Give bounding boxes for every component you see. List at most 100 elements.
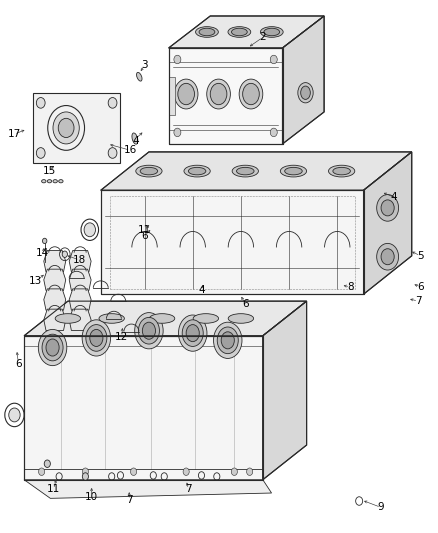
- Circle shape: [82, 473, 88, 480]
- Ellipse shape: [285, 167, 302, 175]
- Ellipse shape: [237, 167, 254, 175]
- Ellipse shape: [38, 329, 67, 366]
- Ellipse shape: [199, 28, 215, 36]
- Ellipse shape: [82, 320, 110, 356]
- Ellipse shape: [217, 327, 238, 354]
- Ellipse shape: [138, 317, 159, 344]
- Text: 6: 6: [417, 282, 424, 292]
- Circle shape: [36, 148, 45, 158]
- Ellipse shape: [132, 133, 138, 144]
- Ellipse shape: [99, 313, 124, 323]
- Ellipse shape: [53, 180, 57, 183]
- Ellipse shape: [260, 27, 283, 37]
- Ellipse shape: [280, 165, 307, 177]
- Polygon shape: [169, 16, 324, 48]
- Polygon shape: [24, 336, 263, 480]
- Text: 13: 13: [29, 277, 42, 286]
- Circle shape: [381, 249, 394, 265]
- Ellipse shape: [184, 165, 210, 177]
- Ellipse shape: [174, 79, 198, 109]
- Circle shape: [53, 112, 79, 144]
- Polygon shape: [24, 480, 272, 498]
- Polygon shape: [263, 301, 307, 480]
- Text: 18: 18: [73, 255, 86, 265]
- Text: 6: 6: [15, 359, 22, 368]
- Circle shape: [270, 55, 277, 64]
- Ellipse shape: [228, 313, 254, 323]
- Circle shape: [247, 468, 253, 475]
- Polygon shape: [33, 93, 120, 163]
- Ellipse shape: [328, 165, 355, 177]
- Ellipse shape: [221, 332, 234, 349]
- Polygon shape: [69, 269, 91, 290]
- Ellipse shape: [90, 329, 103, 346]
- Ellipse shape: [188, 167, 206, 175]
- Text: 14: 14: [36, 248, 49, 258]
- Text: 6: 6: [242, 299, 249, 309]
- Circle shape: [108, 148, 117, 158]
- Circle shape: [82, 468, 88, 475]
- Polygon shape: [101, 152, 412, 190]
- Ellipse shape: [55, 313, 81, 323]
- Text: 10: 10: [85, 492, 98, 502]
- Ellipse shape: [137, 72, 142, 81]
- Text: 7: 7: [126, 495, 133, 505]
- Text: 4: 4: [391, 192, 398, 202]
- Ellipse shape: [182, 320, 203, 346]
- Ellipse shape: [298, 83, 313, 103]
- Text: 7: 7: [185, 484, 192, 494]
- Circle shape: [108, 98, 117, 108]
- Ellipse shape: [142, 322, 155, 339]
- Ellipse shape: [232, 165, 258, 177]
- Circle shape: [131, 468, 137, 475]
- Text: 15: 15: [42, 166, 56, 175]
- Ellipse shape: [46, 339, 59, 356]
- Ellipse shape: [186, 325, 199, 342]
- Ellipse shape: [42, 180, 46, 183]
- Text: 8: 8: [347, 282, 354, 292]
- Ellipse shape: [214, 322, 242, 358]
- Ellipse shape: [210, 83, 227, 104]
- Ellipse shape: [228, 27, 251, 37]
- Circle shape: [84, 223, 95, 237]
- Text: 7: 7: [415, 296, 422, 306]
- Circle shape: [58, 118, 74, 138]
- Text: 11: 11: [47, 484, 60, 494]
- Circle shape: [39, 468, 45, 475]
- Text: 2: 2: [259, 33, 266, 42]
- Polygon shape: [44, 309, 66, 330]
- Circle shape: [183, 468, 189, 475]
- Ellipse shape: [243, 83, 259, 104]
- Ellipse shape: [195, 27, 218, 37]
- Polygon shape: [44, 289, 66, 310]
- Text: 12: 12: [115, 332, 128, 342]
- Circle shape: [174, 55, 181, 64]
- Ellipse shape: [300, 86, 310, 100]
- Text: 4: 4: [132, 136, 139, 146]
- Circle shape: [377, 244, 399, 270]
- Polygon shape: [69, 251, 91, 272]
- Polygon shape: [44, 251, 66, 272]
- Ellipse shape: [264, 28, 279, 36]
- Ellipse shape: [178, 83, 194, 104]
- Text: 4: 4: [198, 286, 205, 295]
- Polygon shape: [24, 301, 307, 336]
- Circle shape: [377, 195, 399, 221]
- Circle shape: [62, 251, 67, 257]
- Ellipse shape: [59, 180, 63, 183]
- Text: 6: 6: [141, 231, 148, 240]
- Text: 16: 16: [124, 146, 137, 155]
- Circle shape: [36, 98, 45, 108]
- Ellipse shape: [239, 79, 263, 109]
- Polygon shape: [364, 152, 412, 294]
- Circle shape: [381, 200, 394, 216]
- Ellipse shape: [42, 334, 63, 361]
- Polygon shape: [101, 190, 364, 294]
- Text: 5: 5: [417, 251, 424, 261]
- Ellipse shape: [178, 315, 207, 351]
- Text: 11: 11: [138, 225, 151, 235]
- Text: 3: 3: [141, 60, 148, 70]
- Circle shape: [9, 408, 20, 422]
- Ellipse shape: [149, 313, 175, 323]
- Circle shape: [44, 460, 50, 467]
